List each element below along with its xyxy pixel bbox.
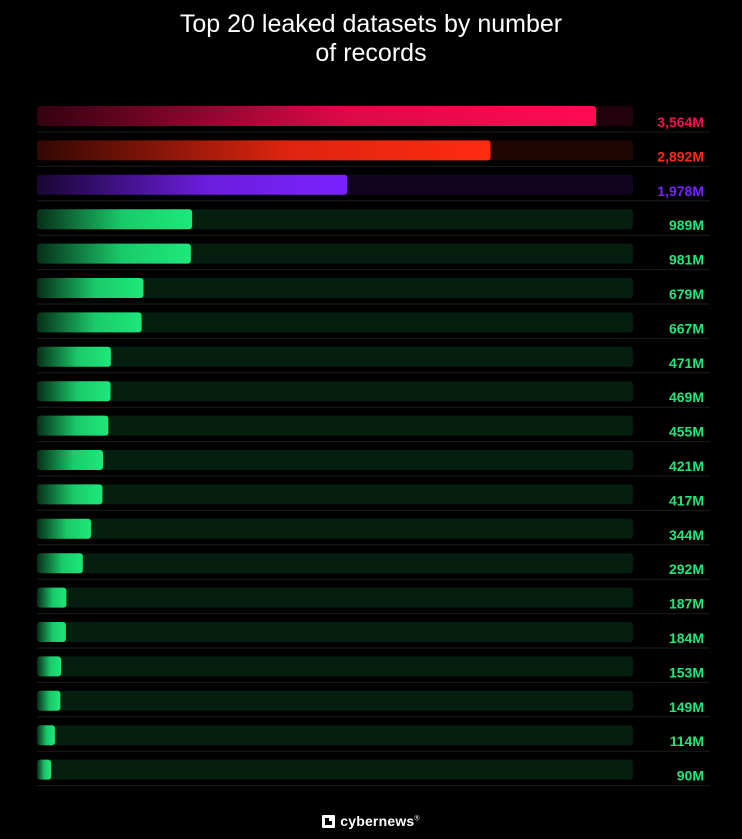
bar-value-label: 981M: [669, 252, 704, 268]
bar: [37, 450, 104, 470]
bar-track: [37, 553, 633, 574]
bar-value-label: 1,978M: [657, 183, 704, 199]
bar-value-label: 292M: [669, 561, 704, 577]
bar-value-label: 149M: [669, 699, 704, 715]
bar: [37, 656, 61, 677]
bar: [37, 690, 61, 711]
bar: [37, 759, 52, 780]
bar-value-label: 421M: [669, 458, 704, 474]
bar-value-label: 471M: [669, 355, 704, 371]
bar-track: [37, 725, 633, 746]
bar: [37, 415, 109, 436]
bar: [37, 174, 348, 195]
bar-value-label: 90M: [677, 768, 704, 784]
bar-value-label: 667M: [669, 320, 704, 336]
bar: [37, 278, 144, 298]
bar-value-label: 187M: [669, 596, 704, 612]
bar: [37, 484, 103, 505]
bar-value-label: 344M: [669, 527, 704, 543]
footer: cybernews®: [0, 813, 742, 829]
bar-track: [37, 690, 633, 711]
bar: [37, 243, 191, 264]
bar-track: [37, 484, 633, 505]
bar-track: [37, 656, 633, 677]
bars-group: 3,564M 2,892M 1,978M 989M 981M 679M 667M 471M 46…: [37, 106, 710, 787]
bar-value-label: 469M: [669, 389, 704, 405]
bar-value-label: 989M: [669, 217, 704, 233]
bar-track: [37, 450, 633, 470]
bar-value-label: 417M: [669, 492, 704, 508]
bar-track: [37, 415, 633, 436]
bar-track: [37, 312, 633, 333]
bar-value-label: 679M: [669, 286, 704, 302]
bar: [37, 346, 111, 367]
bar-value-label: 114M: [670, 733, 704, 749]
bar: [37, 725, 55, 746]
bar-value-label: 3,564M: [657, 114, 704, 130]
bar: [37, 622, 66, 642]
bar: [37, 553, 83, 574]
chart-title-line-1: Top 20 leaked datasets by number: [179, 10, 563, 38]
bar: [37, 587, 67, 608]
bar: [37, 381, 111, 402]
bar-chart: 3,564M 2,892M 1,978M 989M 981M 679M 667M 471M 46…: [37, 106, 710, 787]
registered-mark: ®: [414, 815, 420, 823]
bar-track: [37, 622, 633, 642]
bar-value-label: 455M: [669, 424, 704, 440]
bar-value-label: 184M: [669, 630, 704, 646]
chart-title: Top 20 leaked datasets by number of reco…: [0, 10, 742, 68]
bar-track: [37, 278, 633, 298]
bar: [37, 312, 142, 333]
bar-track: [37, 518, 633, 539]
bar-track: [37, 381, 633, 402]
cybernews-logo-icon: [322, 814, 336, 828]
bar: [37, 518, 91, 539]
bar-track: [37, 759, 633, 780]
bar: [37, 140, 491, 161]
bar: [37, 106, 596, 126]
bar: [37, 209, 193, 230]
bar-value-label: 2,892M: [657, 148, 704, 164]
brand-name: cybernews®: [340, 813, 420, 829]
chart-title-line-2: of records: [315, 39, 427, 67]
bar-track: [37, 587, 633, 608]
bar-value-label: 153M: [669, 664, 704, 680]
bar-track: [37, 346, 633, 367]
